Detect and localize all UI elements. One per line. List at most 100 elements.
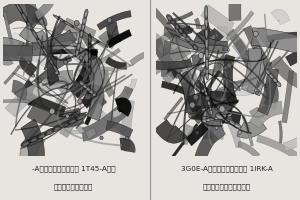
- Polygon shape: [73, 58, 106, 102]
- Circle shape: [27, 61, 30, 64]
- Circle shape: [50, 108, 55, 114]
- Ellipse shape: [205, 90, 208, 97]
- Circle shape: [55, 71, 58, 74]
- Ellipse shape: [92, 92, 97, 97]
- Polygon shape: [79, 48, 120, 73]
- Ellipse shape: [273, 79, 276, 82]
- Ellipse shape: [175, 25, 178, 29]
- Polygon shape: [97, 109, 126, 133]
- Polygon shape: [0, 3, 44, 28]
- Ellipse shape: [205, 25, 208, 40]
- Ellipse shape: [171, 21, 175, 25]
- Polygon shape: [70, 130, 83, 133]
- Ellipse shape: [206, 65, 209, 80]
- Ellipse shape: [205, 55, 209, 70]
- Circle shape: [190, 102, 195, 108]
- Polygon shape: [0, 37, 24, 59]
- Polygon shape: [70, 38, 95, 83]
- Circle shape: [193, 94, 198, 100]
- Polygon shape: [81, 88, 97, 108]
- Polygon shape: [142, 59, 192, 70]
- Ellipse shape: [31, 27, 38, 40]
- Ellipse shape: [84, 18, 85, 24]
- Polygon shape: [154, 120, 187, 143]
- Ellipse shape: [89, 59, 90, 66]
- Circle shape: [198, 53, 204, 59]
- Circle shape: [201, 25, 206, 30]
- Text: 色）的空间迭代比较: 色）的空间迭代比较: [54, 184, 93, 190]
- Polygon shape: [115, 98, 131, 117]
- Ellipse shape: [188, 39, 195, 46]
- Ellipse shape: [20, 10, 28, 23]
- Ellipse shape: [70, 25, 82, 32]
- Polygon shape: [4, 65, 21, 84]
- Ellipse shape: [190, 41, 193, 45]
- Ellipse shape: [234, 124, 239, 127]
- Polygon shape: [217, 26, 229, 71]
- Polygon shape: [85, 94, 105, 100]
- Ellipse shape: [81, 32, 88, 36]
- Polygon shape: [75, 33, 120, 48]
- Ellipse shape: [208, 101, 209, 105]
- Polygon shape: [237, 117, 267, 138]
- Ellipse shape: [88, 89, 94, 94]
- Ellipse shape: [219, 117, 223, 118]
- Polygon shape: [257, 68, 279, 115]
- Polygon shape: [12, 32, 43, 61]
- Ellipse shape: [44, 128, 55, 135]
- Polygon shape: [120, 99, 135, 149]
- Polygon shape: [286, 51, 300, 66]
- Polygon shape: [172, 35, 223, 53]
- Polygon shape: [80, 31, 98, 55]
- Ellipse shape: [277, 82, 280, 86]
- Circle shape: [201, 72, 205, 76]
- Ellipse shape: [211, 110, 212, 114]
- Polygon shape: [249, 107, 264, 118]
- Polygon shape: [196, 27, 224, 44]
- Ellipse shape: [223, 119, 228, 122]
- Ellipse shape: [202, 81, 205, 87]
- Polygon shape: [51, 70, 73, 85]
- Ellipse shape: [209, 106, 211, 110]
- Polygon shape: [25, 0, 41, 25]
- Polygon shape: [12, 80, 27, 101]
- Polygon shape: [115, 86, 133, 107]
- Ellipse shape: [36, 36, 44, 49]
- Ellipse shape: [89, 52, 90, 58]
- Ellipse shape: [221, 117, 230, 122]
- Text: -A（浅色）和筛选蛋白 1T45-A（深: -A（浅色）和筛选蛋白 1T45-A（深: [32, 166, 115, 172]
- Polygon shape: [193, 130, 218, 175]
- Polygon shape: [182, 60, 229, 79]
- Ellipse shape: [79, 30, 91, 37]
- Ellipse shape: [204, 87, 206, 91]
- Ellipse shape: [227, 119, 235, 125]
- Ellipse shape: [21, 139, 32, 147]
- Ellipse shape: [86, 88, 89, 91]
- Ellipse shape: [202, 78, 203, 82]
- Polygon shape: [47, 55, 59, 84]
- Polygon shape: [205, 23, 217, 48]
- Polygon shape: [283, 135, 300, 151]
- Ellipse shape: [206, 118, 211, 121]
- Ellipse shape: [82, 83, 87, 88]
- Ellipse shape: [207, 119, 211, 121]
- Polygon shape: [69, 49, 98, 98]
- Ellipse shape: [272, 77, 278, 83]
- Polygon shape: [106, 29, 132, 48]
- Polygon shape: [164, 27, 179, 45]
- Polygon shape: [44, 76, 71, 93]
- Polygon shape: [82, 105, 126, 141]
- Ellipse shape: [205, 35, 208, 50]
- Ellipse shape: [39, 134, 45, 138]
- Ellipse shape: [222, 114, 228, 118]
- Polygon shape: [0, 45, 32, 61]
- Ellipse shape: [36, 132, 47, 139]
- Ellipse shape: [90, 37, 97, 41]
- Polygon shape: [165, 41, 199, 88]
- Ellipse shape: [78, 35, 82, 44]
- Polygon shape: [69, 115, 84, 134]
- Ellipse shape: [205, 15, 208, 30]
- Ellipse shape: [89, 91, 92, 93]
- Ellipse shape: [85, 12, 87, 17]
- Polygon shape: [201, 89, 232, 103]
